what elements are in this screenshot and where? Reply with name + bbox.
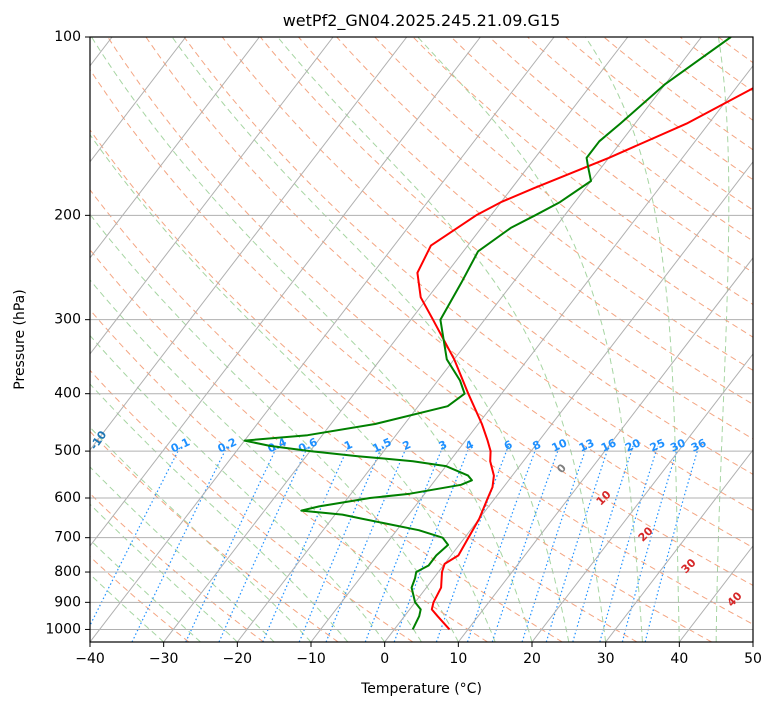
moist-adiabat-line xyxy=(715,37,730,642)
mixing-ratio-line xyxy=(90,445,182,627)
dry-adiabat-line xyxy=(107,37,753,587)
dry-adiabats xyxy=(90,37,753,642)
y-tick-label: 800 xyxy=(54,564,81,580)
plot-frame xyxy=(89,36,754,643)
isotherm-line xyxy=(384,161,753,642)
y-axis-title: Pressure (hPa) xyxy=(12,289,28,389)
x-tick-label: 20 xyxy=(523,651,541,667)
mixing-ratio-label: 36 xyxy=(689,436,709,454)
x-tick-label: 30 xyxy=(597,651,615,667)
mixing-ratio-line xyxy=(131,445,228,642)
mixing-ratio-line xyxy=(545,445,610,642)
isotherm-line xyxy=(90,37,187,163)
mixing-ratio-line xyxy=(599,445,659,642)
y-tick-label: 400 xyxy=(54,386,81,402)
mixing-ratio-line xyxy=(466,445,538,642)
y-axis-ticks: 100 200 300 400 500 600 700 800 900 1000 xyxy=(45,29,90,637)
dry-adiabat-line xyxy=(336,37,753,371)
mixing-ratio-line xyxy=(621,445,679,642)
x-tick-label: −40 xyxy=(75,651,105,667)
dry-adiabat-line xyxy=(90,188,638,642)
moist-adiabat-line xyxy=(90,334,386,642)
dry-adiabat-line xyxy=(145,37,753,549)
isotherm-line xyxy=(163,37,629,642)
dry-adiabat-line xyxy=(90,68,753,625)
x-tick-label: −20 xyxy=(223,651,253,667)
x-tick-label: 50 xyxy=(744,651,762,667)
isotherm-line xyxy=(605,449,753,642)
plot-area: -100-90-80-70-60-50-40-30-20-100.10.20.4… xyxy=(90,37,753,642)
dry-adiabat-line xyxy=(90,129,712,642)
mixing-ratio-label: 16 xyxy=(599,436,619,454)
dry-adiabat-line xyxy=(90,369,414,642)
dry-adiabat-line xyxy=(90,309,488,642)
moist-adiabat-line xyxy=(90,573,165,642)
mixing-ratio-line xyxy=(491,445,561,642)
y-tick-label: 300 xyxy=(54,312,81,328)
mixing-ratio-line xyxy=(262,445,350,642)
x-axis-title: Temperature (°C) xyxy=(360,681,482,697)
isotherm-line xyxy=(90,37,481,547)
isotherm-line xyxy=(90,37,260,259)
chart-title: wetPf2_GN04.2025.245.21.09.G15 xyxy=(283,11,561,31)
isotherm-line xyxy=(90,37,334,355)
dry-adiabat-line xyxy=(90,430,339,642)
isotherm-line xyxy=(531,353,753,642)
dry-adiabat-line xyxy=(90,248,563,642)
x-axis-ticks: −40 −30 −20 −10 0 10 20 30 40 50 xyxy=(75,642,762,667)
mixing-ratio-line xyxy=(644,445,700,642)
temperature-profile-line xyxy=(416,87,753,631)
y-tick-label: 500 xyxy=(54,443,81,459)
x-tick-label: 10 xyxy=(449,651,467,667)
dry-adiabat-line xyxy=(298,37,753,405)
dewpoint-profile-line xyxy=(243,37,732,630)
mixing-ratio-label: 13 xyxy=(577,436,596,454)
mixing-ratio-line xyxy=(521,445,588,642)
x-tick-label: −10 xyxy=(296,651,326,667)
mixing-ratio-label: 10 xyxy=(550,436,570,454)
moist-adiabat-line xyxy=(90,279,422,642)
isotherm-line xyxy=(310,64,753,642)
isotherm-line xyxy=(90,37,408,451)
mixing-ratio-label: 30 xyxy=(668,436,688,454)
pressure-gridlines xyxy=(90,37,753,630)
x-tick-label: 0 xyxy=(380,651,389,667)
dry-adiabat-line xyxy=(374,37,753,338)
moist-adiabat-line xyxy=(584,37,680,642)
y-tick-label: 100 xyxy=(54,29,81,45)
y-tick-label: 1000 xyxy=(45,621,81,637)
y-tick-label: 700 xyxy=(54,530,81,546)
isotherm-line xyxy=(90,37,555,642)
y-tick-label: 900 xyxy=(54,594,81,610)
x-tick-label: 40 xyxy=(670,651,688,667)
mixing-ratio-line xyxy=(298,445,383,642)
y-tick-label: 200 xyxy=(54,207,81,223)
dry-adiabat-line xyxy=(90,555,190,642)
moist-adiabat-line xyxy=(90,213,459,642)
skewed-isotherms xyxy=(90,37,753,642)
moist-adiabat-line xyxy=(91,37,533,642)
mixing-ratio-line xyxy=(393,445,471,642)
moist-adiabat-line xyxy=(171,37,570,642)
moist-adiabat-line xyxy=(90,133,496,642)
mixing-ratio-label: 25 xyxy=(648,436,667,454)
moist-adiabat-line xyxy=(277,37,607,642)
isotherm-line xyxy=(236,37,702,642)
isotherm-line xyxy=(457,257,753,642)
moist-adiabat-line xyxy=(90,383,349,642)
x-tick-label: −30 xyxy=(149,651,179,667)
sounding-profiles xyxy=(243,37,753,631)
y-tick-label: 600 xyxy=(54,490,81,506)
moist-adiabats xyxy=(90,37,730,642)
moist-adiabat-line xyxy=(417,37,643,642)
mixing-ratio-line xyxy=(572,445,634,642)
mixing-ratio-label: 20 xyxy=(623,436,643,454)
